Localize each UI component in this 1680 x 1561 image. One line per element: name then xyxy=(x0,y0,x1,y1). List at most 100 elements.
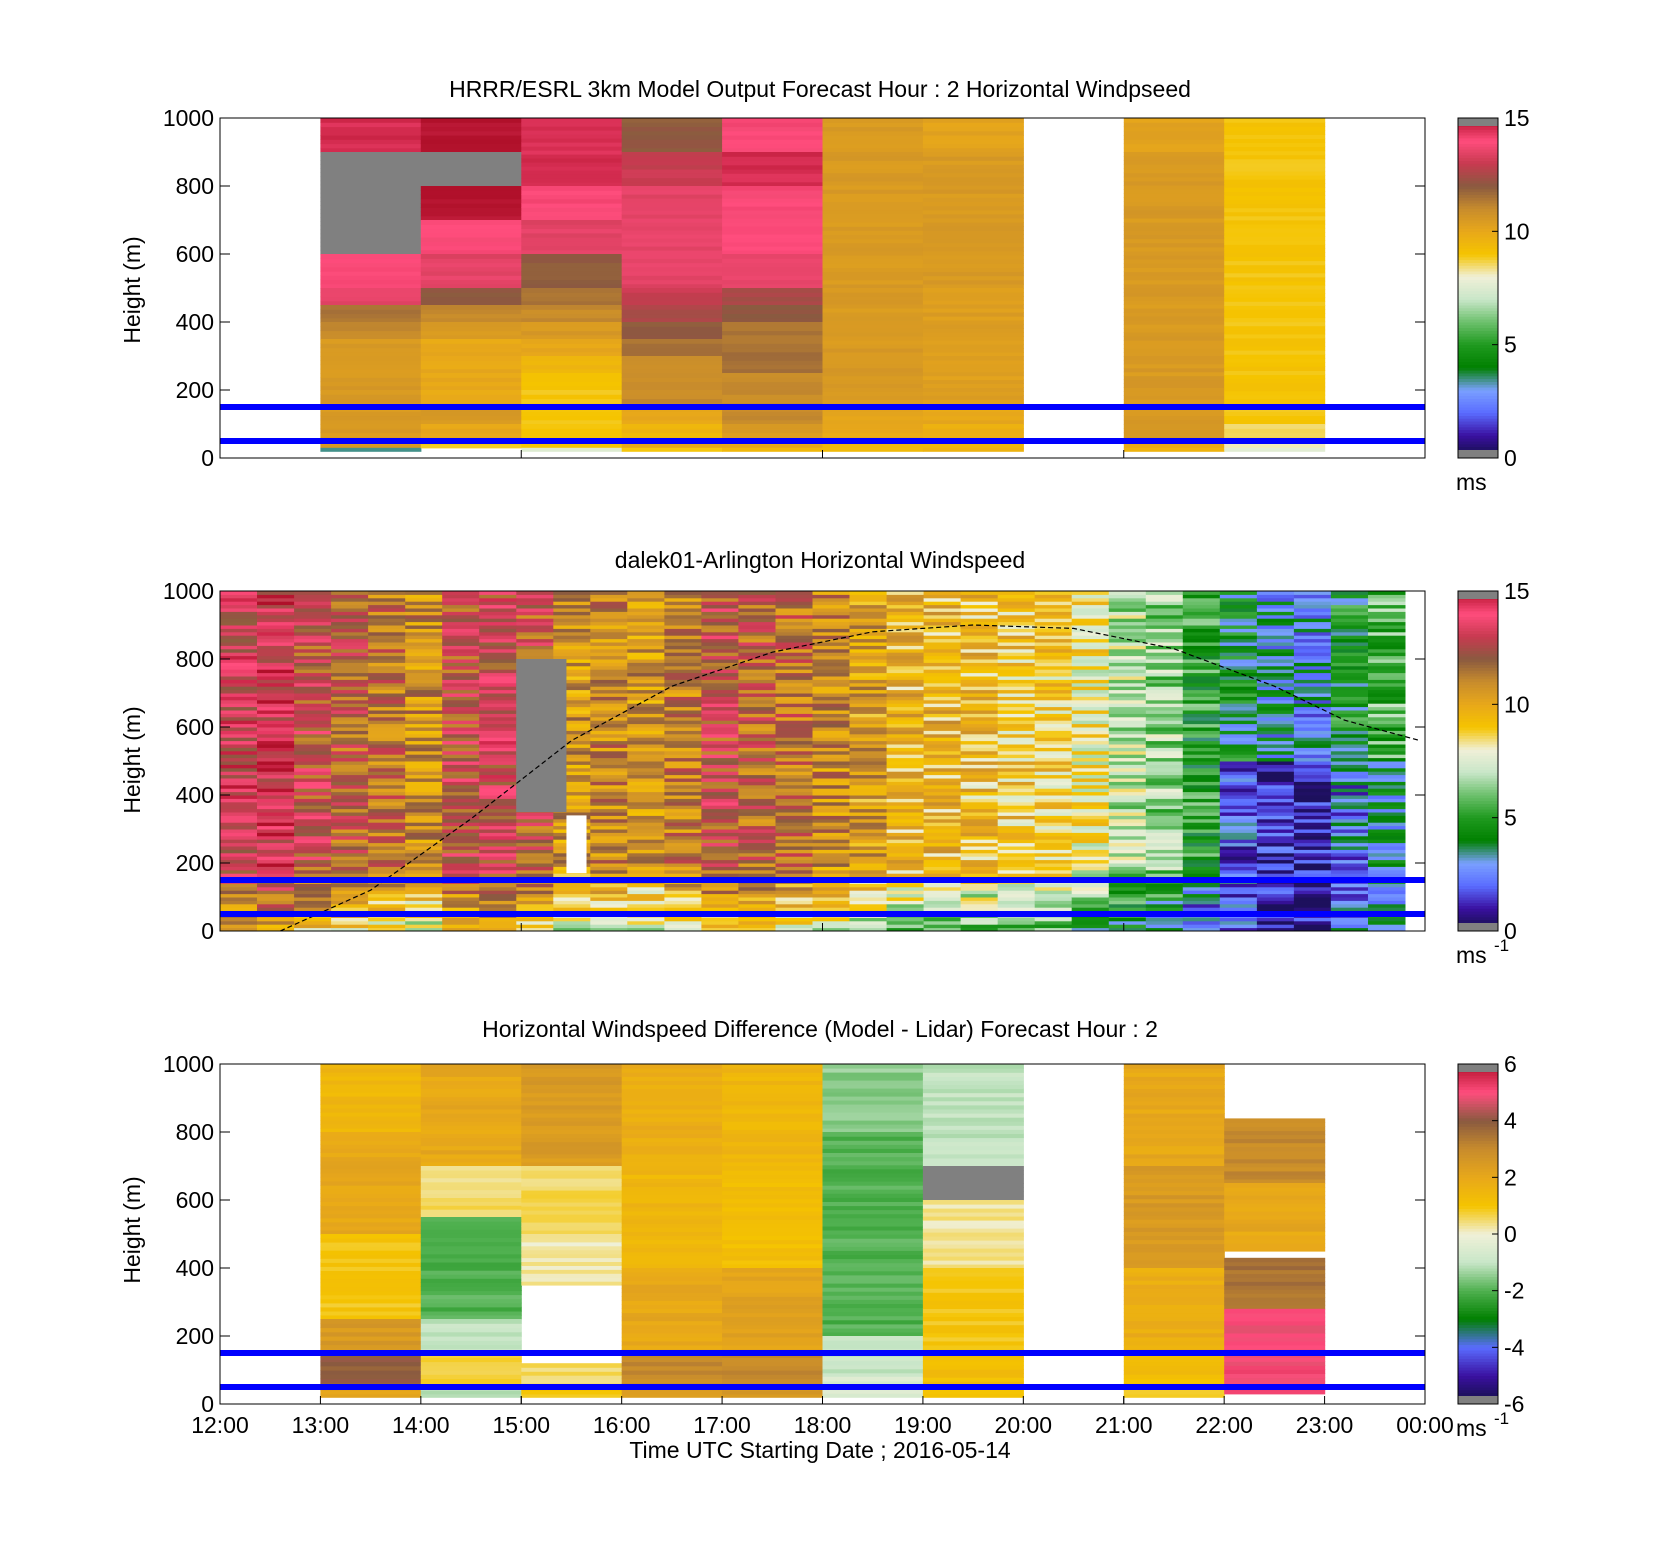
lidar-cell-c2-z930 xyxy=(294,611,332,616)
diff-cell-c8-l1 xyxy=(1224,1215,1326,1220)
lidar-cell-c10-z60 xyxy=(590,907,628,912)
lidar-cell-c1-z570 xyxy=(257,733,295,738)
model-cell-c4-l13 xyxy=(722,444,824,449)
model-cell-c4-l2 xyxy=(722,190,824,195)
model-cell-c2-l6 xyxy=(521,322,623,327)
lidar-cell-c1-z110 xyxy=(257,890,295,895)
lidar-cell-c5-z400 xyxy=(405,791,443,796)
lidar-cell-c19-z580 xyxy=(923,730,962,735)
model-cell-c8-l0 xyxy=(1224,195,1326,200)
diff-cell-c7-l0 xyxy=(1123,1153,1225,1159)
colorbar-swatch xyxy=(1458,664,1498,668)
lidar-cell-c25-z590 xyxy=(1145,727,1184,731)
diff-cell-c3-l2 xyxy=(621,1308,723,1314)
lidar-cell-c31-z610 xyxy=(1368,720,1406,725)
lidar-cell-c19-z410 xyxy=(923,788,962,793)
lidar-cell-c23-z160 xyxy=(1071,873,1110,878)
diff-cell-c8-l5 xyxy=(1224,1357,1326,1362)
lidar-cell-c4-z130 xyxy=(368,883,406,888)
lidar-cell-c1-z770 xyxy=(257,665,295,670)
lidar-cell-c0-z220 xyxy=(220,852,258,857)
colorbar-swatch xyxy=(1458,721,1498,725)
lidar-cell-c2-z190 xyxy=(294,863,332,867)
lidar-cell-c31-z320 xyxy=(1368,818,1406,823)
lidar-cell-c18-z330 xyxy=(886,815,925,820)
lidar-cell-c27-z20 xyxy=(1219,920,1258,925)
diff-cell-c3-l2 xyxy=(621,1324,723,1330)
lidar-cell-c18-z600 xyxy=(886,723,925,728)
colorbar-swatch xyxy=(1458,364,1498,368)
lidar-cell-c24-z90 xyxy=(1108,897,1147,901)
lidar-cell-c19-z560 xyxy=(923,737,962,742)
lidar-cell-c10-z750 xyxy=(590,672,628,677)
lidar-cell-c16-z870 xyxy=(812,631,850,636)
diff-cell-c2-l5 xyxy=(521,1393,623,1398)
lidar-cell-c8-z320 xyxy=(516,818,554,823)
diff-cell-c2-l0 xyxy=(521,1076,623,1081)
model-cell-c0-l13 xyxy=(320,447,422,452)
lidar-cell-c22-z170 xyxy=(1034,869,1073,874)
lidar-cell-c14-z840 xyxy=(738,642,776,646)
diff-cell-c0-l1 xyxy=(320,1172,422,1178)
lidar-cell-c29-z530 xyxy=(1293,747,1332,752)
lidar-cell-c30-z930 xyxy=(1330,611,1369,616)
lidar-cell-c31-z940 xyxy=(1368,608,1406,612)
diff-cell-c8-l1 xyxy=(1224,1227,1326,1232)
lidar-cell-c7-z460 xyxy=(479,771,517,776)
lidar-cell-c24-z790 xyxy=(1108,659,1147,663)
lidar-cell-c1-z950 xyxy=(257,604,295,609)
colorbar-swatch xyxy=(1458,894,1498,898)
lidar-cell-c16-z470 xyxy=(812,767,850,772)
diff-cell-c3-l2 xyxy=(621,1332,723,1338)
lidar-cell-c23-z380 xyxy=(1071,798,1110,803)
lidar-cell-c24-z260 xyxy=(1108,839,1147,844)
model-cell-c6-l4 xyxy=(922,419,1024,425)
colorbar-swatch xyxy=(1458,228,1498,232)
lidar-cell-c30-z350 xyxy=(1330,808,1369,813)
model-cell-c6-l2 xyxy=(922,336,1024,341)
diff-cell-c8-l4 xyxy=(1224,1345,1326,1350)
model-cell-c3-l2 xyxy=(621,238,723,243)
lidar-cell-c2-z230 xyxy=(294,849,332,854)
colorbar-swatch xyxy=(1458,404,1498,408)
lidar-cell-c16-z970 xyxy=(812,597,850,602)
model-cell-c4-l2 xyxy=(722,226,824,231)
lidar-cell-c14-z940 xyxy=(738,608,776,612)
lidar-cell-c13-z380 xyxy=(701,798,739,803)
lidar-cell-c11-z820 xyxy=(627,648,665,653)
diff-cell-c2-l2 xyxy=(521,1245,623,1251)
lidar-cell-c14-z360 xyxy=(738,805,776,810)
model-cell-c0-l0 xyxy=(320,126,422,132)
lidar-cell-c0-z870 xyxy=(220,631,258,636)
lidar-cell-c20-z960 xyxy=(960,601,999,606)
lidar-cell-c25-z300 xyxy=(1145,825,1184,830)
lidar-cell-c6-z790 xyxy=(442,659,480,663)
lidar-cell-c3-z850 xyxy=(331,638,369,643)
model-cell-c8-l0 xyxy=(1224,313,1326,319)
diff-cell-c4-l2 xyxy=(722,1324,824,1330)
lidar-cell-c18-z440 xyxy=(886,778,925,782)
lidar-cell-c13-z850 xyxy=(701,638,739,643)
lidar-cell-c11-z560 xyxy=(627,737,665,742)
lidar-cell-c6-z830 xyxy=(442,645,480,650)
lidar-cell-c22-z600 xyxy=(1034,723,1073,728)
lidar-cell-c29-z550 xyxy=(1293,740,1332,745)
lidar-cell-c15-z480 xyxy=(775,764,813,769)
model-cell-c7-l2 xyxy=(1123,316,1225,321)
lidar-cell-c18-z360 xyxy=(886,805,925,810)
lidar-cell-c21-z920 xyxy=(997,614,1036,619)
lidar-cell-c11-z720 xyxy=(627,682,665,687)
lidar-cell-c9-z610 xyxy=(553,720,591,725)
diff-cell-c3-l0 xyxy=(621,1153,723,1159)
lidar-cell-c28-z220 xyxy=(1256,852,1295,857)
lidar-cell-c8-z300 xyxy=(516,825,554,830)
lidar-cell-c24-z550 xyxy=(1108,740,1147,745)
lidar-cell-c7-z600 xyxy=(479,723,517,728)
model-cell-c6-l1 xyxy=(922,246,1024,252)
lidar-cell-c9-z110 xyxy=(553,890,591,895)
lidar-cell-c24-z80 xyxy=(1108,900,1147,905)
lidar-cell-c29-z800 xyxy=(1293,655,1332,660)
lidar-cell-c14-z980 xyxy=(738,594,776,599)
lidar-cell-c9-z410 xyxy=(553,788,591,793)
diff-cell-c1-l2 xyxy=(420,1241,522,1247)
